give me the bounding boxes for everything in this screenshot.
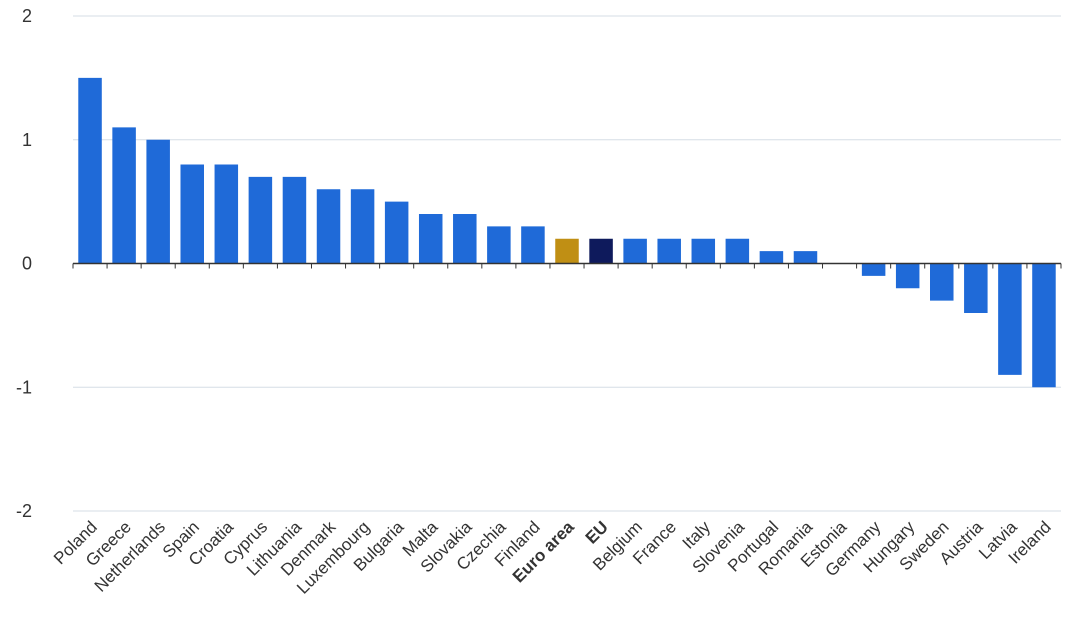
bar-germany <box>861 263 886 276</box>
bar-slovenia <box>725 238 750 264</box>
bar-hungary <box>895 263 920 289</box>
bar-finland <box>521 226 545 264</box>
bar-croatia <box>214 164 239 264</box>
x-axis-labels: PolandGreeceNetherlandsSpainCroatiaCypru… <box>50 517 1055 598</box>
bar-bulgaria <box>384 201 409 264</box>
y-axis-ticks: -2 -1 0 1 2 <box>16 6 32 521</box>
y-tick-label: -2 <box>16 501 32 521</box>
bar-eu <box>589 238 613 264</box>
bar-slovakia <box>453 214 477 264</box>
y-tick-label: 0 <box>22 254 32 274</box>
bar-lithuania <box>282 176 307 264</box>
bar-czechia <box>487 226 511 264</box>
bar-euro-area <box>555 238 579 264</box>
bar-denmark <box>316 189 341 264</box>
bar-poland <box>78 77 102 264</box>
bar-cyprus <box>248 176 273 264</box>
y-tick-label: 1 <box>22 130 32 150</box>
bars <box>78 77 1056 388</box>
bar-romania <box>793 251 818 264</box>
bar-portugal <box>759 251 784 264</box>
bar-austria <box>964 263 988 313</box>
bar-luxembourg <box>350 189 375 264</box>
zero-axis <box>72 262 1062 269</box>
bar-belgium <box>623 238 647 264</box>
bar-ireland <box>1032 263 1056 388</box>
bar-greece <box>112 127 136 264</box>
bar-spain <box>180 164 204 264</box>
bar-sweden <box>930 263 954 301</box>
y-tick-label: -1 <box>16 377 32 397</box>
bar-france <box>657 238 681 264</box>
bar-netherlands <box>146 139 170 264</box>
bar-italy <box>691 238 716 264</box>
y-tick-label: 2 <box>22 6 32 26</box>
bar-malta <box>418 214 443 264</box>
grid-lines <box>73 15 1061 512</box>
bar-latvia <box>998 263 1022 375</box>
